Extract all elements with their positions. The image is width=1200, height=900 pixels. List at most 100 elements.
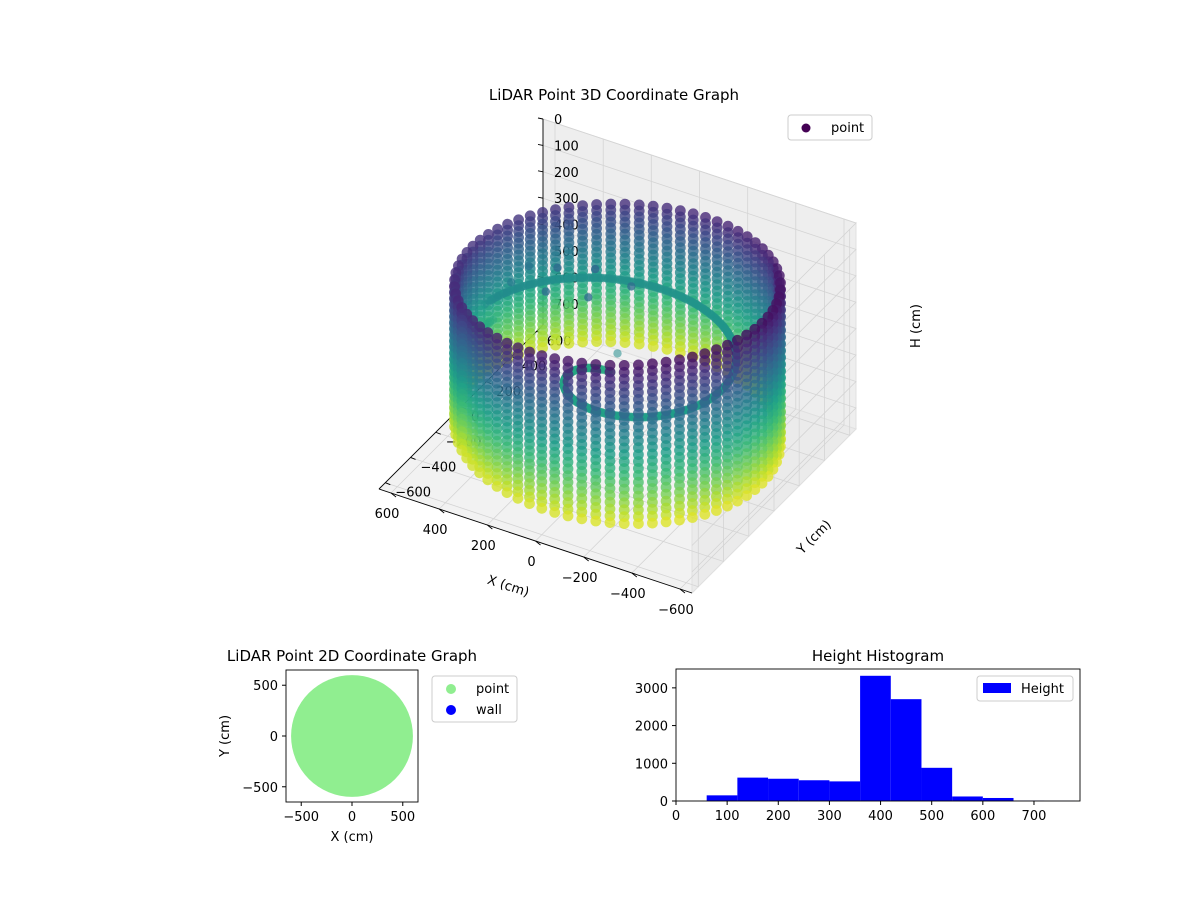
x-tick-label: 600 (375, 507, 400, 522)
z-tick-label: 100 (554, 139, 579, 154)
wall-point (722, 500, 733, 512)
y-tick-label: 0 (660, 795, 668, 810)
x-tick-label: 400 (868, 809, 893, 824)
z-tick (537, 117, 544, 120)
wall-point (474, 467, 486, 479)
y-tick (435, 431, 441, 435)
outlier-point (541, 287, 550, 296)
legend-marker-point (801, 123, 811, 133)
wall-point (537, 342, 548, 354)
y-axis-label: Y (cm) (794, 517, 835, 558)
wall-point (590, 515, 602, 527)
histogram-bar (706, 795, 738, 801)
y-tick (410, 457, 416, 460)
y-tick-label: 0 (270, 730, 278, 745)
wall-point (576, 513, 588, 525)
x-tick-label: 100 (715, 809, 740, 824)
y-grid-line (511, 254, 825, 462)
x-tick-label: 300 (817, 809, 842, 824)
plot-frame (675, 668, 1081, 802)
z-tick (537, 196, 544, 199)
x-tick (679, 588, 686, 594)
histogram-bar (798, 780, 830, 801)
y-tick-label: 3000 (635, 682, 668, 697)
x-tick-label: 600 (970, 809, 995, 824)
legend-box (976, 675, 1074, 702)
y-grid-line (385, 380, 699, 588)
y-tick (385, 482, 391, 486)
chart-2d-lidar: −500 0 500 −500 0 500 X (cm) Y (cm) LiDAR Point … (218, 647, 518, 845)
wall-point (562, 510, 574, 522)
chart-height-histogram: 0 100 200 300 400 500 600 700 0 1000 2000 3000 Heigh… (635, 647, 1081, 824)
wall-point (749, 484, 761, 495)
wall-point (711, 505, 722, 516)
histogram-bar (768, 778, 799, 801)
x-tick-label: 200 (471, 539, 496, 554)
legend-marker-wall (446, 705, 456, 715)
wall-point (456, 444, 468, 456)
wall-point (549, 507, 561, 518)
outlier-point (584, 293, 593, 302)
y-tick-label: −400 (421, 460, 457, 475)
z-tick (537, 143, 544, 146)
legend-label-point: point (476, 682, 509, 697)
y-tick-label: −500 (242, 781, 278, 796)
z-tick-label: 200 (554, 166, 579, 181)
wall-point (512, 492, 524, 504)
y-tick-label: 1000 (635, 757, 668, 772)
x-tick-label: 0 (672, 809, 680, 824)
x-tick-label: 500 (390, 810, 415, 825)
wall-point (687, 512, 698, 523)
histogram-bar (860, 675, 891, 801)
x-tick (487, 524, 493, 530)
legend-label-height: Height (1021, 682, 1064, 697)
x-tick-label: 700 (1022, 809, 1047, 824)
x-tick (390, 492, 397, 498)
y-tick-label: 500 (253, 679, 278, 694)
x-grid-line (535, 171, 700, 542)
legend-marker-height (983, 683, 1011, 693)
x-tick-label: −500 (283, 810, 319, 825)
wall-point (741, 490, 752, 501)
legend-label-point: point (831, 121, 864, 136)
x-axis-label: X (cm) (331, 830, 374, 845)
x-tick-label: 200 (766, 809, 791, 824)
histogram-bar (921, 767, 953, 801)
legend-marker-point (446, 684, 456, 694)
y-tick-label: −600 (395, 486, 431, 501)
x-tick-label: 0 (348, 810, 356, 825)
z-tick-label: 0 (554, 113, 562, 128)
wall-point (633, 338, 645, 350)
wall-point (536, 502, 548, 514)
wall-point (732, 495, 743, 507)
wall-point (674, 514, 685, 526)
x-tick (438, 508, 445, 514)
point-cloud (449, 198, 786, 529)
wall-point (661, 343, 673, 355)
wall-point (633, 518, 644, 529)
wall-point (605, 336, 617, 348)
wall-point (524, 498, 535, 509)
x-tick-label: 0 (527, 555, 535, 570)
x-tick-label: −200 (562, 571, 598, 586)
legend: point (787, 114, 873, 141)
chart-title: LiDAR Point 2D Coordinate Graph (227, 647, 477, 665)
wall-point (647, 517, 658, 529)
legend: point wall (431, 675, 518, 723)
x-axis-label: X (cm) (485, 573, 531, 601)
x-tick-label: 400 (423, 523, 448, 538)
y-tick-label: 2000 (635, 720, 668, 735)
x-grid-line (631, 203, 797, 574)
histogram-bar (952, 796, 983, 801)
legend-box (787, 114, 873, 141)
chart-title: LiDAR Point 3D Coordinate Graph (489, 86, 739, 104)
chart-3d-lidar: −600−400−2000200400600−600−400−200020040… (375, 86, 924, 618)
outlier-point (507, 278, 516, 287)
wall-point (482, 474, 494, 486)
wall-point (619, 337, 631, 348)
point-region (291, 675, 413, 797)
histogram-bar (737, 777, 769, 801)
wall-point (618, 518, 630, 529)
x-tick-label: −600 (658, 603, 694, 618)
